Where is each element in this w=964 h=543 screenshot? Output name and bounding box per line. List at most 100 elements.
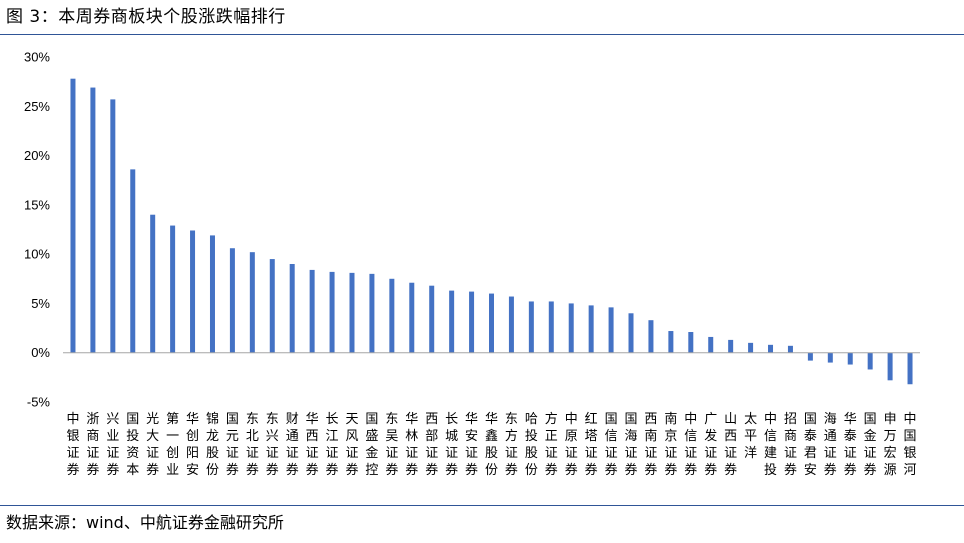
- x-tick-label: 东吴证券: [385, 412, 398, 478]
- x-tick-label: 长城证券: [445, 412, 458, 478]
- x-tick-label: 华创阳安: [186, 412, 199, 478]
- bar: [110, 99, 116, 353]
- bar: [768, 344, 774, 353]
- x-tick-label: 锦龙股份: [206, 412, 219, 478]
- bar: [728, 339, 734, 353]
- bar: [229, 248, 235, 353]
- x-tick-label: 中国银河: [904, 412, 917, 478]
- bar: [628, 313, 634, 353]
- bar: [907, 352, 913, 385]
- bar: [329, 271, 335, 353]
- x-tick-label: 中信建投: [764, 412, 777, 478]
- bar: [429, 285, 435, 353]
- x-tick-label: 华西证券: [306, 412, 319, 478]
- x-tick-label: 东方证券: [505, 412, 518, 478]
- bar: [349, 272, 355, 353]
- y-tick-label: 0%: [31, 345, 50, 360]
- x-tick-label: 西南证券: [644, 412, 657, 478]
- x-tick-label: 中原证券: [565, 412, 578, 478]
- x-tick-label: 华林证券: [405, 412, 418, 478]
- x-tick-label: 中信证券: [684, 412, 697, 478]
- x-tick-label: 国信证券: [605, 412, 618, 478]
- x-tick-label: 国金证券: [864, 412, 877, 478]
- x-tick-label: 广发证券: [704, 412, 717, 478]
- x-tick-label: 山西证券: [724, 412, 737, 478]
- bar: [588, 305, 594, 353]
- x-tick-label: 国海证券: [625, 412, 638, 478]
- y-tick-label: -5%: [27, 395, 51, 410]
- bar: [528, 301, 534, 353]
- bar: [688, 332, 694, 353]
- bar: [289, 264, 295, 353]
- y-tick-label: 5%: [31, 296, 50, 311]
- x-tick-label: 西部证券: [425, 412, 438, 478]
- bar: [568, 303, 574, 353]
- bar: [608, 307, 614, 353]
- bar: [90, 87, 96, 353]
- bar: [209, 235, 215, 353]
- bar-chart: 30% 25% 20% 15% 10% 5% 0% -5% 中银证券浙商证券兴业证券国投资本光…: [24, 50, 920, 478]
- y-tick-label: 10%: [24, 247, 50, 262]
- x-tick-label: 光大证券: [146, 412, 159, 478]
- source-note: 数据来源：wind、中航证券金融研究所: [6, 513, 284, 532]
- bar: [449, 290, 455, 353]
- x-tick-label: 东北证券: [246, 412, 259, 478]
- bar: [269, 259, 275, 353]
- bar: [887, 352, 893, 381]
- bar: [170, 225, 176, 353]
- x-tick-label: 方正证券: [545, 411, 558, 478]
- y-axis: 30% 25% 20% 15% 10% 5% 0% -5%: [24, 50, 50, 410]
- bar: [409, 282, 415, 353]
- bar: [787, 345, 793, 353]
- x-tick-label: 第一创业: [166, 412, 179, 478]
- x-tick-label: 国投资本: [126, 412, 139, 478]
- bar: [469, 291, 475, 353]
- header-rule: [0, 34, 964, 35]
- x-tick-label: 红塔证券: [585, 411, 598, 478]
- x-axis-labels: 中银证券浙商证券兴业证券国投资本光大证券第一创业华创阳安锦龙股份国元证券东北证券…: [66, 411, 916, 478]
- bar: [668, 331, 674, 353]
- bar: [807, 352, 813, 361]
- figure-header: 图 3：本周券商板块个股涨跌幅排行: [0, 0, 964, 38]
- y-tick-label: 25%: [24, 99, 50, 114]
- x-tick-label: 招商证券: [784, 412, 797, 478]
- y-tick-label: 30%: [24, 50, 50, 65]
- x-tick-label: 国泰君安: [804, 412, 817, 478]
- bar: [867, 352, 873, 370]
- bar: [827, 352, 833, 363]
- bars: [70, 78, 913, 385]
- x-tick-label: 东兴证券: [266, 412, 279, 478]
- bar: [847, 352, 853, 365]
- bar: [548, 301, 554, 353]
- bar: [130, 169, 136, 353]
- y-tick-label: 15%: [24, 197, 50, 212]
- bar: [389, 278, 395, 353]
- x-tick-label: 兴业证券: [106, 412, 119, 478]
- x-tick-label: 国盛金控: [365, 412, 378, 478]
- y-tick-label: 20%: [24, 148, 50, 163]
- footer-rule: [0, 505, 964, 506]
- bar: [190, 230, 196, 353]
- bar: [70, 78, 76, 353]
- x-tick-label: 太平洋: [744, 412, 757, 461]
- bar: [508, 296, 514, 353]
- x-tick-label: 华泰证券: [844, 412, 857, 478]
- x-tick-label: 浙商证券: [86, 412, 99, 478]
- bar: [369, 273, 375, 353]
- bar: [648, 320, 654, 353]
- x-tick-label: 天风证券: [345, 412, 358, 478]
- x-tick-label: 南京证券: [664, 411, 677, 478]
- x-tick-label: 财通证券: [286, 412, 299, 478]
- bar: [748, 342, 754, 353]
- bar: [150, 214, 156, 353]
- x-tick-label: 申万宏源: [884, 412, 897, 478]
- bar: [708, 336, 714, 353]
- x-tick-label: 中银证券: [66, 412, 79, 478]
- bar: [309, 269, 315, 353]
- x-tick-label: 国元证券: [226, 412, 239, 478]
- x-tick-label: 长江证券: [326, 412, 339, 478]
- bar: [489, 293, 494, 353]
- x-tick-label: 华安证券: [465, 412, 478, 478]
- bar: [249, 252, 255, 353]
- x-tick-label: 海通证券: [824, 412, 837, 478]
